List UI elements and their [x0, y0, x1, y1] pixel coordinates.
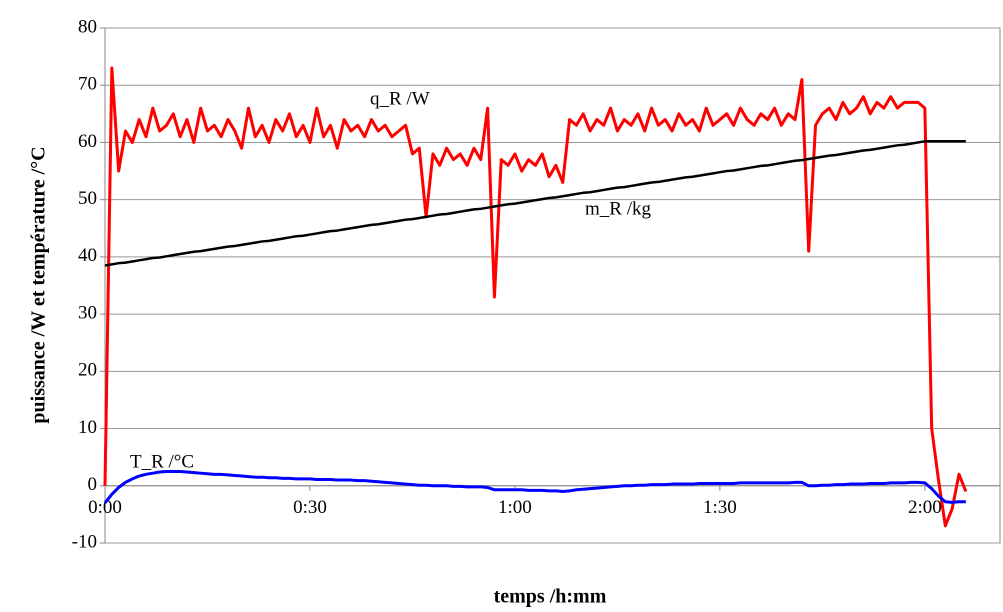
series-label: T_R /°C [130, 451, 194, 472]
x-tick-label: 1:00 [498, 497, 532, 518]
x-axis-label: temps /h:mm [494, 586, 607, 608]
y-tick-label: 10 [78, 417, 97, 438]
y-tick-label: 50 [78, 188, 97, 209]
series-line [103, 66, 968, 528]
y-tick-label: 20 [78, 360, 97, 381]
y-tick-label: 70 [78, 74, 97, 95]
x-tick-label: 2:00 [908, 497, 942, 518]
series-label: m_R /kg [585, 198, 651, 219]
y-tick-label: 0 [88, 474, 98, 495]
x-tick-label: 0:00 [88, 497, 122, 518]
series-line [103, 469, 966, 504]
series-line [104, 140, 966, 267]
y-tick-label: -10 [72, 531, 97, 552]
y-axis-label: puissance /W et température /°C [28, 146, 50, 423]
y-tick-label: 80 [78, 16, 97, 37]
y-tick-label: 30 [78, 302, 97, 323]
series-label: q_R /W [370, 88, 430, 109]
y-tick-label: 40 [78, 245, 97, 266]
x-tick-label: 1:30 [703, 497, 737, 518]
x-tick-label: 0:30 [293, 497, 327, 518]
y-tick-label: 60 [78, 131, 97, 152]
